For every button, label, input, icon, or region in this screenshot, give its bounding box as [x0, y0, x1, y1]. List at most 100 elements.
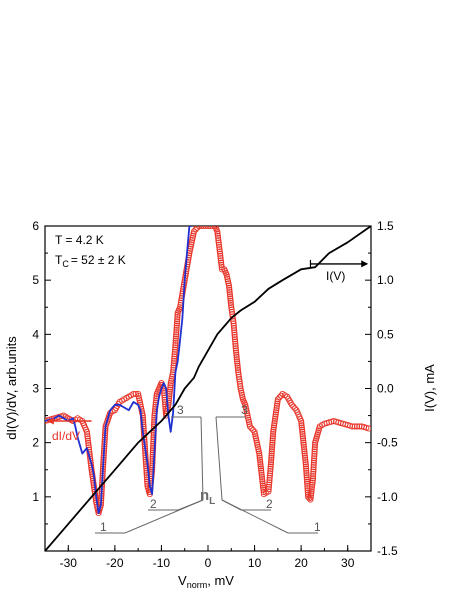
didv-point	[302, 456, 309, 464]
didv-point	[299, 426, 306, 433]
didv-point	[174, 318, 181, 325]
didv-point	[216, 248, 223, 255]
didv-point	[179, 290, 186, 297]
didv-point	[273, 404, 280, 412]
didv-point	[171, 346, 179, 353]
didv-point	[226, 289, 233, 296]
nl-leader-line	[148, 499, 204, 511]
didv-point	[143, 465, 150, 472]
y-left-tick-label: 3	[32, 382, 39, 396]
didv-point	[303, 469, 310, 477]
didv-point	[232, 343, 239, 350]
didv-point	[269, 430, 277, 438]
didv-point	[256, 450, 263, 457]
didv-point	[231, 333, 238, 341]
didv-point	[149, 449, 156, 456]
y-right-tick-label: -1.5	[377, 544, 398, 558]
didv-point	[307, 494, 314, 501]
didv-point	[310, 461, 317, 469]
didv-point	[236, 376, 243, 383]
nl-leader-line	[215, 416, 246, 501]
didv-point	[308, 490, 315, 497]
didv-point	[307, 496, 314, 503]
didv-point	[227, 295, 234, 302]
didv-point	[226, 284, 233, 291]
didv-point	[84, 431, 91, 438]
didv-point	[259, 476, 266, 483]
didv-point	[303, 474, 310, 481]
didv-point	[230, 322, 237, 329]
didv-point	[257, 461, 264, 468]
didv-point	[365, 425, 371, 432]
didv-point	[183, 263, 191, 270]
didv-point	[269, 443, 276, 451]
didv-point	[302, 463, 310, 470]
didv-point	[233, 349, 240, 356]
didv-point	[171, 351, 178, 358]
didv-point	[303, 465, 310, 472]
iv-arrow-label: I(V)	[326, 269, 345, 283]
didv-point	[173, 320, 181, 327]
didv-point	[172, 333, 180, 340]
didv-point	[232, 345, 239, 352]
didv-point	[84, 435, 91, 442]
series-iv-line	[45, 226, 371, 551]
didv-point	[89, 475, 96, 482]
didv-point	[149, 464, 156, 471]
didv-point	[232, 347, 239, 354]
nl-leader-line	[171, 416, 204, 501]
temperature-label: T = 4.2 K	[55, 233, 104, 247]
didv-point	[231, 336, 239, 343]
didv-point	[274, 396, 281, 403]
x-tick-label: 20	[294, 556, 308, 570]
didv-point	[226, 291, 233, 298]
y-left-tick-label: 1	[32, 490, 39, 504]
didv-point	[90, 479, 97, 486]
didv-point	[298, 424, 305, 431]
didv-point	[300, 441, 307, 448]
didv-point	[216, 246, 223, 253]
didv-point	[308, 483, 316, 490]
didv-point	[85, 444, 92, 451]
didv-point	[149, 462, 156, 469]
didv-point	[300, 437, 307, 444]
didv-point	[269, 439, 276, 446]
didv-point	[194, 226, 201, 231]
x-tick-label: -30	[60, 556, 78, 570]
didv-point	[270, 424, 277, 431]
didv-point	[84, 437, 92, 444]
didv-point	[228, 304, 235, 311]
didv-point	[269, 437, 276, 444]
didv-point	[230, 324, 238, 332]
didv-point	[211, 226, 219, 230]
y-right-tick-label: -1.0	[377, 490, 398, 504]
didv-point	[269, 435, 276, 442]
didv-point	[258, 467, 265, 474]
didv-point	[167, 384, 174, 391]
didv-point	[231, 327, 238, 334]
didv-point	[233, 356, 240, 363]
didv-point	[299, 428, 306, 435]
didv-point	[231, 331, 238, 338]
didv-point	[267, 465, 274, 472]
iv-arrow-head	[361, 260, 369, 268]
didv-point	[202, 226, 209, 230]
didv-point	[179, 288, 186, 295]
x-tick-label: -10	[153, 556, 171, 570]
didv-point	[139, 414, 146, 421]
didv-point	[234, 358, 241, 365]
x-axis-title: Vnorm, mV	[178, 573, 234, 590]
didv-point	[256, 454, 263, 461]
didv-point	[270, 426, 277, 433]
didv-point	[231, 329, 238, 336]
didv-point	[356, 423, 363, 430]
didv-point	[173, 329, 180, 336]
didv-point	[89, 473, 96, 480]
y-left-tick-label: 4	[32, 327, 39, 341]
didv-point	[228, 302, 235, 309]
didv-point	[302, 461, 309, 468]
didv-point	[310, 459, 317, 466]
didv-point	[228, 308, 236, 315]
tc-label: TC = 52 ± 2 K	[55, 253, 126, 269]
didv-point	[310, 466, 317, 473]
